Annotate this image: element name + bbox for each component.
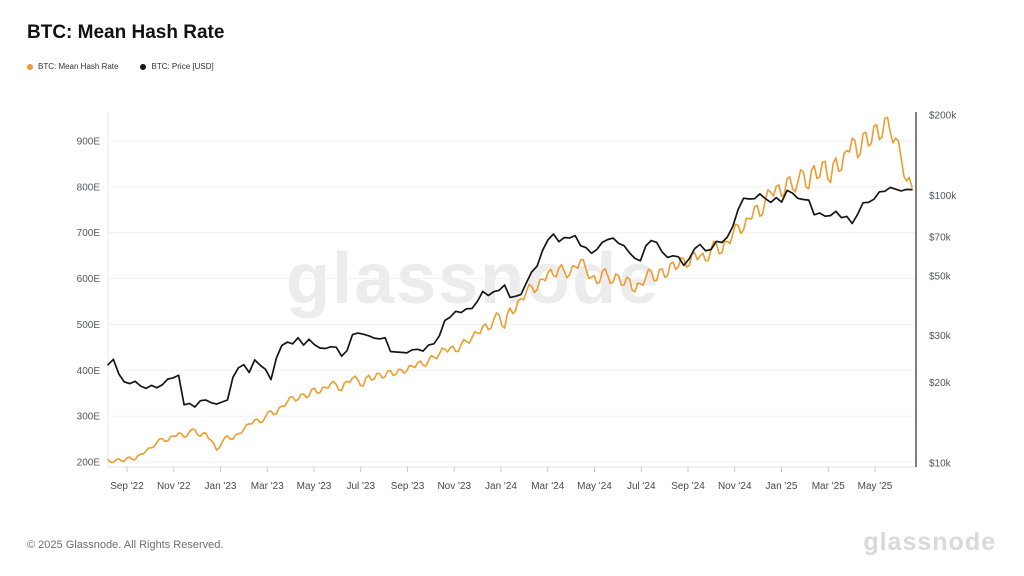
glassnode-logo: glassnode (863, 528, 996, 556)
legend-label-price: BTC: Price [USD] (151, 62, 214, 71)
price-dot-icon (140, 63, 147, 70)
left-axis-tick-label: 500E (77, 320, 101, 331)
left-axis-tick-label: 300E (77, 412, 101, 423)
right-axis-tick-label: $30k (929, 331, 952, 342)
left-axis-tick-label: 400E (77, 366, 101, 377)
copyright-text: © 2025 Glassnode. All Rights Reserved. (27, 539, 224, 551)
left-axis-tick-label: 200E (77, 458, 101, 469)
x-axis-tick-label: Nov '23 (437, 481, 471, 492)
x-axis-tick-label: May '23 (297, 481, 332, 492)
x-axis-tick-label: May '24 (577, 481, 612, 492)
right-axis-tick-label: $70k (929, 232, 952, 243)
right-axis-tick-label: $10k (929, 459, 952, 470)
right-axis-tick-label: $200k (929, 110, 957, 121)
x-axis-tick-label: Mar '25 (812, 481, 845, 492)
x-axis-tick-label: May '25 (858, 481, 893, 492)
x-axis-tick-label: Mar '24 (531, 481, 564, 492)
x-axis-tick-label: Jan '23 (205, 481, 237, 492)
x-axis-tick-label: Jul '24 (627, 481, 656, 492)
page-title: BTC: Mean Hash Rate (27, 22, 225, 43)
legend-item-price[interactable]: BTC: Price [USD] (140, 62, 214, 71)
x-axis-tick-label: Sep '23 (391, 481, 425, 492)
hash-rate-line (107, 116, 913, 464)
legend-item-hash-rate[interactable]: BTC: Mean Hash Rate (27, 62, 118, 71)
x-axis-tick-label: Nov '24 (718, 481, 752, 492)
hash-rate-dot-icon (27, 63, 33, 70)
x-axis-tick-label: Jan '25 (766, 481, 798, 492)
left-axis-tick-label: 900E (77, 136, 101, 147)
x-axis-tick-label: Jan '24 (485, 481, 517, 492)
x-axis-tick-label: Jul '23 (346, 481, 375, 492)
left-axis-tick-label: 700E (77, 228, 101, 239)
x-axis-tick-label: Mar '23 (251, 481, 284, 492)
left-axis-tick-label: 800E (77, 182, 101, 193)
x-axis-tick-label: Nov '22 (157, 481, 191, 492)
right-axis-tick-label: $100k (929, 191, 957, 202)
x-axis-tick-label: Sep '24 (671, 481, 705, 492)
legend-label-hash-rate: BTC: Mean Hash Rate (38, 62, 119, 71)
right-axis-tick-label: $50k (929, 272, 952, 283)
price-line (107, 186, 913, 408)
x-axis-tick-label: Sep '22 (110, 481, 144, 492)
right-axis-tick-label: $20k (929, 378, 952, 389)
legend: BTC: Mean Hash Rate BTC: Price [USD] (27, 62, 214, 71)
left-axis-tick-label: 600E (77, 274, 101, 285)
